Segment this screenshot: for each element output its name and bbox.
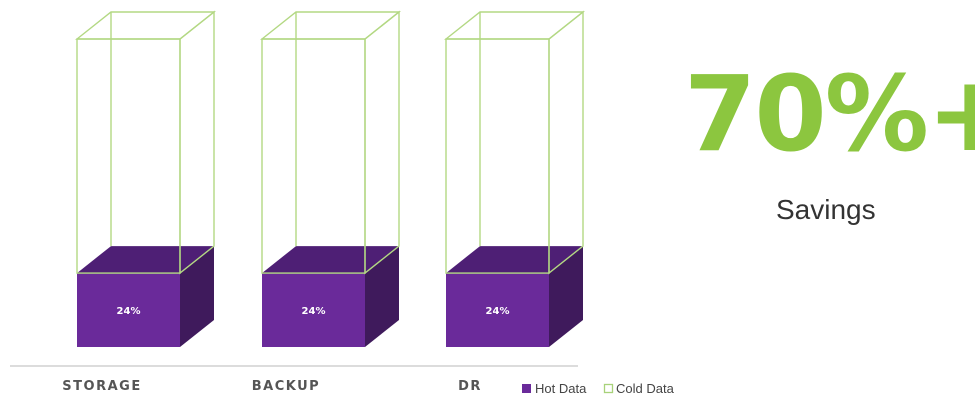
savings-caption: Savings bbox=[776, 194, 876, 225]
cold-data-bar-backup bbox=[261, 38, 366, 274]
cold-data-bar-side-dr bbox=[548, 10, 584, 275]
hot-data-bar-side-storage bbox=[180, 246, 214, 347]
cold-data-bar-top-backup bbox=[259, 11, 402, 40]
category-label-dr: DR bbox=[458, 379, 482, 394]
cold-data-bar-side-backup bbox=[364, 10, 400, 275]
category-label-backup: BACKUP bbox=[252, 379, 320, 394]
cold-data-bar-side-storage bbox=[179, 10, 215, 275]
hot-data-bar-backup bbox=[262, 273, 365, 347]
cold-data-bar-dr bbox=[445, 38, 550, 274]
hot-data-value-label: 24% bbox=[486, 306, 510, 317]
legend-swatch-hot-data bbox=[522, 384, 531, 393]
hot-data-bar-side-dr bbox=[549, 246, 583, 347]
hot-data-value-label: 24% bbox=[302, 306, 326, 317]
cold-data-bar-top-dr bbox=[443, 11, 586, 40]
hot-data-bar-dr bbox=[446, 273, 549, 347]
legend-label-hot-data: Hot Data bbox=[535, 381, 587, 396]
legend-swatch-cold-data bbox=[603, 383, 614, 394]
hot-data-bar-side-backup bbox=[365, 246, 399, 347]
savings-percentage: 70%+ bbox=[684, 53, 975, 175]
category-label-storage: STORAGE bbox=[62, 379, 141, 394]
hot-data-value-label: 24% bbox=[117, 306, 141, 317]
cold-data-bar-storage bbox=[76, 38, 181, 274]
hot-data-bar-storage bbox=[77, 273, 180, 347]
legend-label-cold-data: Cold Data bbox=[616, 381, 675, 396]
cold-data-bar-top-storage bbox=[74, 11, 217, 40]
